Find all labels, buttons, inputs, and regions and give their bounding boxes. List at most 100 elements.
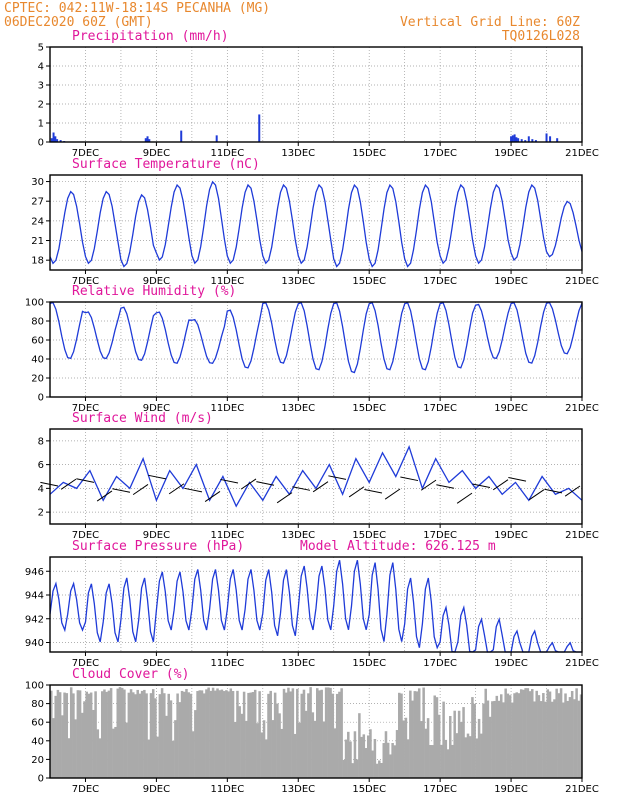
header-model: TQ0126L028 <box>502 29 580 44</box>
cloud-bar <box>366 735 370 778</box>
cloud-bar <box>120 687 124 778</box>
y-tick-label: 944 <box>25 591 44 602</box>
wind-arrow <box>348 486 365 498</box>
cloud-bar <box>116 688 120 778</box>
x-tick-label: 13DEC <box>281 530 315 541</box>
cloud-bar <box>535 690 538 778</box>
y-tick-label: 80 <box>31 699 44 710</box>
cloud-bar <box>196 691 199 778</box>
cloud-bar <box>52 718 55 778</box>
cloud-bar <box>362 734 366 778</box>
x-tick-label: 19DEC <box>494 784 528 795</box>
cloud-bar <box>570 691 574 778</box>
cloud-bar <box>85 691 88 778</box>
panel-frame <box>49 684 583 779</box>
cloud-bar <box>247 692 250 778</box>
x-tick-label: 17DEC <box>423 403 457 414</box>
cloud-bar <box>371 750 374 778</box>
x-tick-label: 7DEC <box>72 403 99 414</box>
x-tick-label: 13DEC <box>281 276 315 287</box>
precip-bar <box>513 134 516 142</box>
y-tick-label: 946 <box>25 567 44 578</box>
y-tick-label: 2 <box>38 508 44 519</box>
cloud-bar <box>169 700 173 778</box>
cloud-bar <box>72 693 75 778</box>
cloud-bar <box>409 690 412 778</box>
cloud-bar <box>557 693 561 778</box>
cloud-bar <box>81 712 84 778</box>
wind-arrow <box>148 474 167 480</box>
cloud-bar <box>218 690 221 778</box>
cloud-bar <box>402 720 405 778</box>
cloud-bar <box>555 688 558 778</box>
cloud-bar <box>171 740 175 778</box>
wind-arrow <box>492 479 509 491</box>
cloud-bar <box>167 693 170 778</box>
precip-bar <box>148 139 151 142</box>
cloud-bar <box>183 691 186 778</box>
cloud-bar <box>460 721 463 778</box>
cloud-bar <box>322 721 326 778</box>
cloud-bar <box>258 691 261 778</box>
x-tick-label: 7DEC <box>72 784 99 795</box>
cloud-bar <box>358 713 361 778</box>
cloud-bar <box>475 738 479 778</box>
cloud-bar <box>473 703 476 778</box>
cloud-bar <box>506 693 510 778</box>
cloud-bar <box>222 691 226 778</box>
cloud-bar <box>278 713 281 778</box>
x-tick-label: 9DEC <box>143 148 170 159</box>
cloud-bar <box>329 687 332 778</box>
cloud-bar <box>229 688 233 778</box>
wind-arrow <box>76 478 95 483</box>
x-tick-label: 15DEC <box>352 148 386 159</box>
panel-3: Surface Wind (m/s) 2 4 6 8 7DEC 9DEC 11DEC 13DEC… <box>38 411 599 541</box>
precip-bar <box>520 139 523 142</box>
panel-title: Surface Wind (m/s) <box>72 411 213 426</box>
x-tick-label: 9DEC <box>143 276 170 287</box>
cloud-bar <box>123 689 126 778</box>
cloud-bar <box>579 694 583 778</box>
cloud-bar <box>477 718 481 778</box>
cloud-bar <box>484 688 487 778</box>
panel-frame <box>49 46 583 143</box>
x-tick-label: 21DEC <box>565 530 599 541</box>
wind-arrow <box>508 477 527 482</box>
cloud-bar <box>375 763 379 778</box>
precip-bar <box>524 140 527 142</box>
cloud-bar <box>389 754 392 778</box>
cloud-bar <box>105 691 108 778</box>
x-tick-label: 19DEC <box>494 403 528 414</box>
cloud-bar <box>320 689 323 778</box>
cloud-bar <box>83 701 86 778</box>
precip-bar <box>549 136 552 142</box>
cloud-bar <box>65 693 69 778</box>
cloud-bar <box>103 689 106 778</box>
wind-arrow <box>240 478 257 490</box>
cloud-bar <box>573 699 576 778</box>
cloud-bar <box>333 728 337 778</box>
cloud-bar <box>519 689 523 778</box>
precip-bar <box>50 138 53 142</box>
cloud-bar <box>550 701 554 778</box>
cloud-bar <box>426 718 430 778</box>
cloud-bar <box>360 736 363 778</box>
cloud-bar <box>417 688 421 778</box>
cloud-bar <box>296 688 299 778</box>
cloud-bar <box>300 693 303 778</box>
cloud-bar <box>143 689 146 778</box>
x-tick-label: 19DEC <box>494 276 528 287</box>
x-tick-label: 15DEC <box>352 276 386 287</box>
cloud-bar <box>539 701 543 778</box>
wind-arrow <box>456 492 473 504</box>
y-tick-label: 18 <box>31 256 44 267</box>
cloud-bar <box>349 741 352 778</box>
y-tick-label: 60 <box>31 718 44 729</box>
cloud-bar <box>364 748 368 778</box>
wind-arrow <box>544 488 563 494</box>
cloud-bar <box>395 730 399 778</box>
cloud-bar <box>302 689 306 778</box>
cloud-bar <box>453 710 456 778</box>
panel-title: Surface Pressure (hPa) <box>72 539 244 554</box>
cloud-bar <box>242 691 246 778</box>
